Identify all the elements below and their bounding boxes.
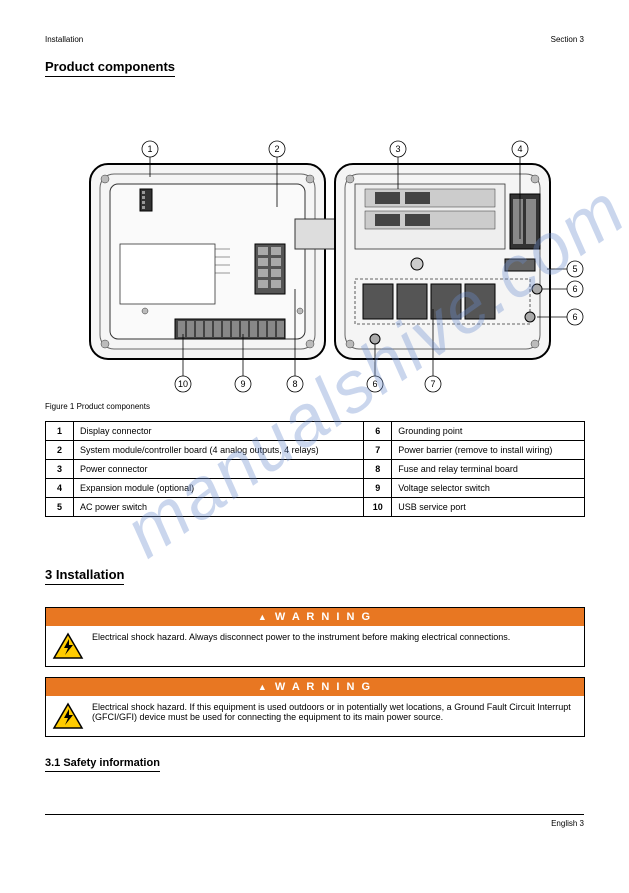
svg-text:5: 5 <box>572 264 577 274</box>
page-meta: Installation Section 3 <box>45 35 584 44</box>
shock-hazard-icon <box>52 702 84 730</box>
table-cell: 3 <box>46 460 74 479</box>
meta-left: Installation <box>45 35 83 44</box>
table-cell: 1 <box>46 422 74 441</box>
table-cell: Voltage selector switch <box>392 479 585 498</box>
figure-caption: Figure 1 Product components <box>45 402 584 411</box>
table-cell: 7 <box>364 441 392 460</box>
table-cell: 4 <box>46 479 74 498</box>
warning-1-text: Electrical shock hazard. Always disconne… <box>92 632 510 660</box>
table-cell: 10 <box>364 498 392 517</box>
shock-hazard-icon <box>52 632 84 660</box>
svg-text:4: 4 <box>517 144 522 154</box>
table-cell: Fuse and relay terminal board <box>392 460 585 479</box>
footer-rule <box>45 814 584 815</box>
table-cell: Power barrier (remove to install wiring) <box>392 441 585 460</box>
svg-text:7: 7 <box>430 379 435 389</box>
table-cell: Grounding point <box>392 422 585 441</box>
table-cell: 9 <box>364 479 392 498</box>
table-cell: 5 <box>46 498 74 517</box>
svg-text:6: 6 <box>572 312 577 322</box>
svg-text:9: 9 <box>240 379 245 389</box>
warning-1: W A R N I N G Electrical shock hazard. A… <box>45 607 585 667</box>
table-cell: AC power switch <box>74 498 364 517</box>
table-cell: Power connector <box>74 460 364 479</box>
table-cell: 2 <box>46 441 74 460</box>
table-cell: Expansion module (optional) <box>74 479 364 498</box>
components-heading: Product components <box>45 59 175 77</box>
warning-2-text: Electrical shock hazard. If this equipme… <box>92 702 578 730</box>
svg-text:10: 10 <box>178 379 188 389</box>
svg-text:1: 1 <box>147 144 152 154</box>
table-cell: 8 <box>364 460 392 479</box>
svg-text:8: 8 <box>292 379 297 389</box>
table-cell: 6 <box>364 422 392 441</box>
svg-text:6: 6 <box>572 284 577 294</box>
page-number: English 3 <box>45 819 584 828</box>
components-table: 1Display connector6Grounding point 2Syste… <box>45 421 585 517</box>
warning-2-header: W A R N I N G <box>46 678 584 696</box>
table-cell: USB service port <box>392 498 585 517</box>
meta-right: Section 3 <box>551 35 584 44</box>
installation-heading: 3 Installation <box>45 567 124 585</box>
warning-1-header: W A R N I N G <box>46 608 584 626</box>
table-cell: Display connector <box>74 422 364 441</box>
product-figure: 1 2 3 4 5 6 6 7 6 8 9 10 <box>45 89 585 394</box>
svg-text:3: 3 <box>395 144 400 154</box>
svg-text:2: 2 <box>274 144 279 154</box>
svg-text:6: 6 <box>372 379 377 389</box>
table-cell: System module/controller board (4 analog… <box>74 441 364 460</box>
warning-2: W A R N I N G Electrical shock hazard. I… <box>45 677 585 737</box>
safety-heading: 3.1 Safety information <box>45 757 160 772</box>
